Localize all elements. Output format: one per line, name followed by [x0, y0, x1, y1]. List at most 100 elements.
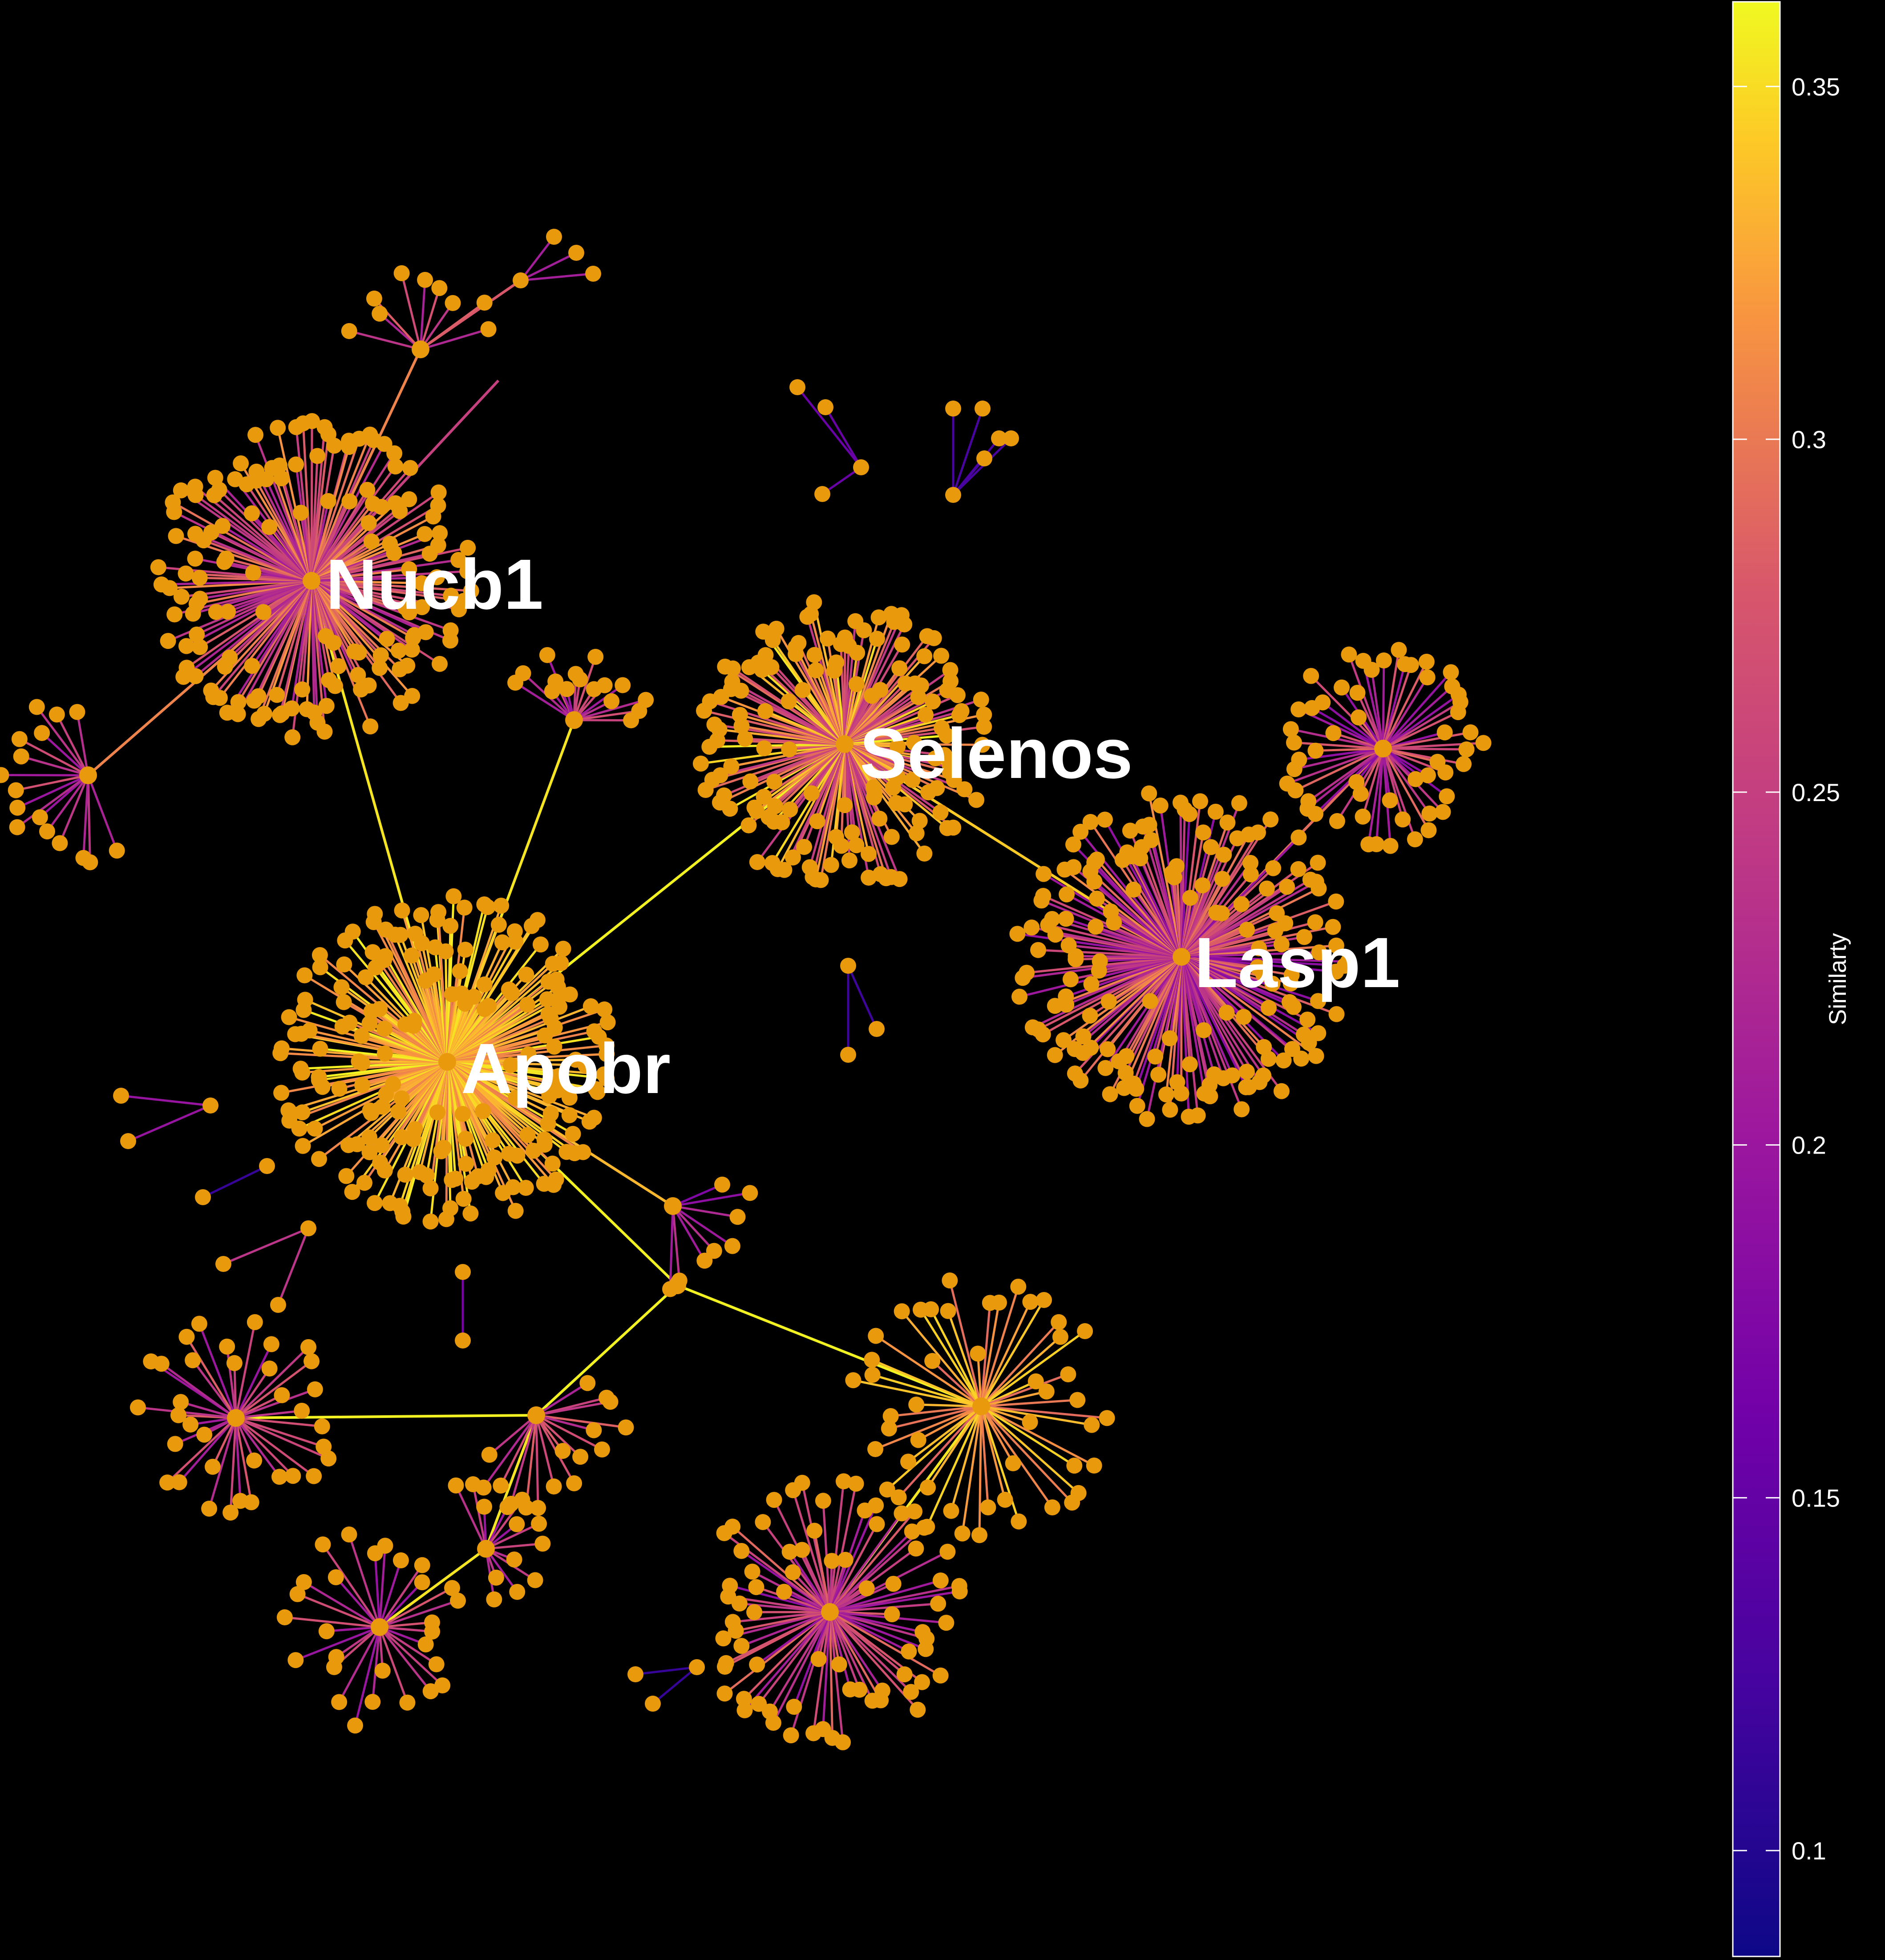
node-apobr	[390, 1103, 407, 1120]
node-cluster-se	[954, 1525, 971, 1542]
node-cluster-south	[805, 1725, 822, 1741]
edge-cluster-south-mid	[489, 1414, 537, 1456]
link-edge	[676, 1284, 982, 1408]
node-cluster-sw-bottom	[417, 1636, 434, 1652]
node-cluster-se	[882, 1408, 899, 1424]
node-selenos	[740, 817, 757, 834]
node-apobr	[406, 1012, 422, 1029]
node-cluster-south	[781, 1543, 798, 1560]
hub-cluster-sw	[227, 1409, 245, 1427]
node-nucb1	[362, 718, 379, 735]
node-cluster-mid-small	[558, 681, 575, 697]
node-cluster-mid-small	[615, 677, 631, 693]
edge-cluster-west	[20, 755, 89, 777]
node-lasp1	[1279, 879, 1295, 895]
node-cluster-west	[109, 842, 125, 859]
edge-cluster-west	[76, 712, 89, 776]
node-nucb1	[304, 413, 320, 429]
node-lasp1	[1044, 911, 1060, 927]
edge-cluster-se	[980, 1405, 1075, 1467]
node-cluster-south	[783, 1727, 799, 1744]
node-nucb1	[292, 505, 309, 521]
node-cluster-apobr-se	[724, 1238, 740, 1254]
edge-cluster-se	[926, 1405, 983, 1527]
node-apobr	[546, 1038, 562, 1055]
node-cluster-south-small	[488, 1569, 504, 1586]
node-lasp1	[1075, 1028, 1092, 1045]
node-nucb1	[432, 525, 448, 541]
edge-cluster-se	[889, 1405, 982, 1430]
node-cluster-sw	[167, 1436, 183, 1452]
node-selenos	[806, 594, 822, 611]
satellite-hub	[259, 1158, 275, 1174]
satellite-node	[817, 399, 833, 415]
node-cluster-south-mid	[586, 1422, 602, 1438]
edge-cluster-ne	[1294, 747, 1383, 770]
node-apobr	[382, 1195, 398, 1211]
node-selenos	[861, 870, 877, 886]
node-selenos	[925, 693, 941, 710]
node-lasp1	[1255, 965, 1271, 982]
node-nucb1	[230, 694, 247, 710]
node-lasp1	[1100, 993, 1117, 1010]
node-selenos	[781, 693, 797, 709]
edge-cluster-sw-bottom	[379, 1626, 443, 1686]
edge-cluster-sw	[208, 1417, 237, 1509]
hub-label-layer: Nucb1 Selenos Lasp1 Apobr	[326, 544, 1400, 1108]
node-apobr	[532, 936, 549, 953]
node-lasp1	[1058, 988, 1074, 1005]
node-cluster-ne	[1348, 774, 1365, 790]
node-lasp1	[1194, 877, 1211, 894]
color-legend: 0.35 0.3 0.25 0.2 0.15 0.1 Similarty	[1732, 1, 1851, 1957]
node-cluster-south	[724, 1519, 741, 1535]
edge-cluster-south	[829, 1579, 941, 1613]
hub-cluster-se	[972, 1397, 990, 1415]
edge-cluster-south	[829, 1611, 912, 1693]
node-selenos	[819, 630, 836, 647]
node-apobr	[295, 1138, 311, 1154]
edge-cluster-south	[829, 1481, 845, 1612]
edge-cluster-south-small	[455, 1485, 487, 1550]
node-cluster-ne	[1408, 771, 1424, 787]
node-selenos	[888, 795, 905, 811]
node-cluster-south-mid	[594, 1441, 610, 1458]
node-apobr	[273, 1040, 290, 1057]
edge-cluster-sw-bottom	[354, 1627, 381, 1726]
node-nucb1	[178, 565, 194, 582]
edge-cluster-mid-small	[514, 681, 575, 721]
edge-cluster-sw	[235, 1368, 271, 1419]
node-apobr	[357, 969, 374, 985]
node-lasp1	[1102, 1086, 1118, 1102]
edge-cluster-south	[756, 1586, 830, 1613]
edge-cluster-se	[931, 1360, 982, 1407]
node-apobr	[519, 1127, 536, 1143]
satellite-node	[455, 1332, 471, 1349]
node-lasp1	[1195, 824, 1211, 841]
node-lasp1	[1308, 1048, 1324, 1064]
edge-nucb1	[311, 579, 426, 633]
node-selenos	[869, 631, 885, 647]
node-selenos	[920, 784, 937, 801]
node-lasp1	[1158, 1086, 1174, 1103]
node-cluster-se	[879, 1481, 895, 1498]
node-nucb1	[220, 603, 236, 620]
node-cluster-south	[842, 1681, 858, 1697]
node-selenos	[890, 738, 906, 755]
edge-cluster-sw	[235, 1417, 324, 1448]
satellite-edge	[824, 406, 862, 468]
edge-cluster-mid-small	[574, 710, 639, 721]
edge-cluster-sw	[233, 1363, 237, 1418]
node-selenos	[796, 839, 813, 855]
node-cluster-west	[32, 809, 48, 826]
node-apobr	[367, 1195, 383, 1211]
node-lasp1	[1182, 890, 1198, 906]
node-selenos	[692, 755, 709, 772]
node-cluster-mid-small	[596, 677, 613, 693]
satellite-node	[1003, 430, 1019, 446]
node-cluster-sw	[196, 1426, 213, 1443]
node-cluster-sw	[274, 1387, 290, 1403]
satellite-node	[215, 1256, 231, 1272]
node-cluster-ne	[1475, 735, 1492, 751]
node-lasp1	[1310, 854, 1326, 871]
edge-cluster-south-mid	[536, 1414, 626, 1429]
